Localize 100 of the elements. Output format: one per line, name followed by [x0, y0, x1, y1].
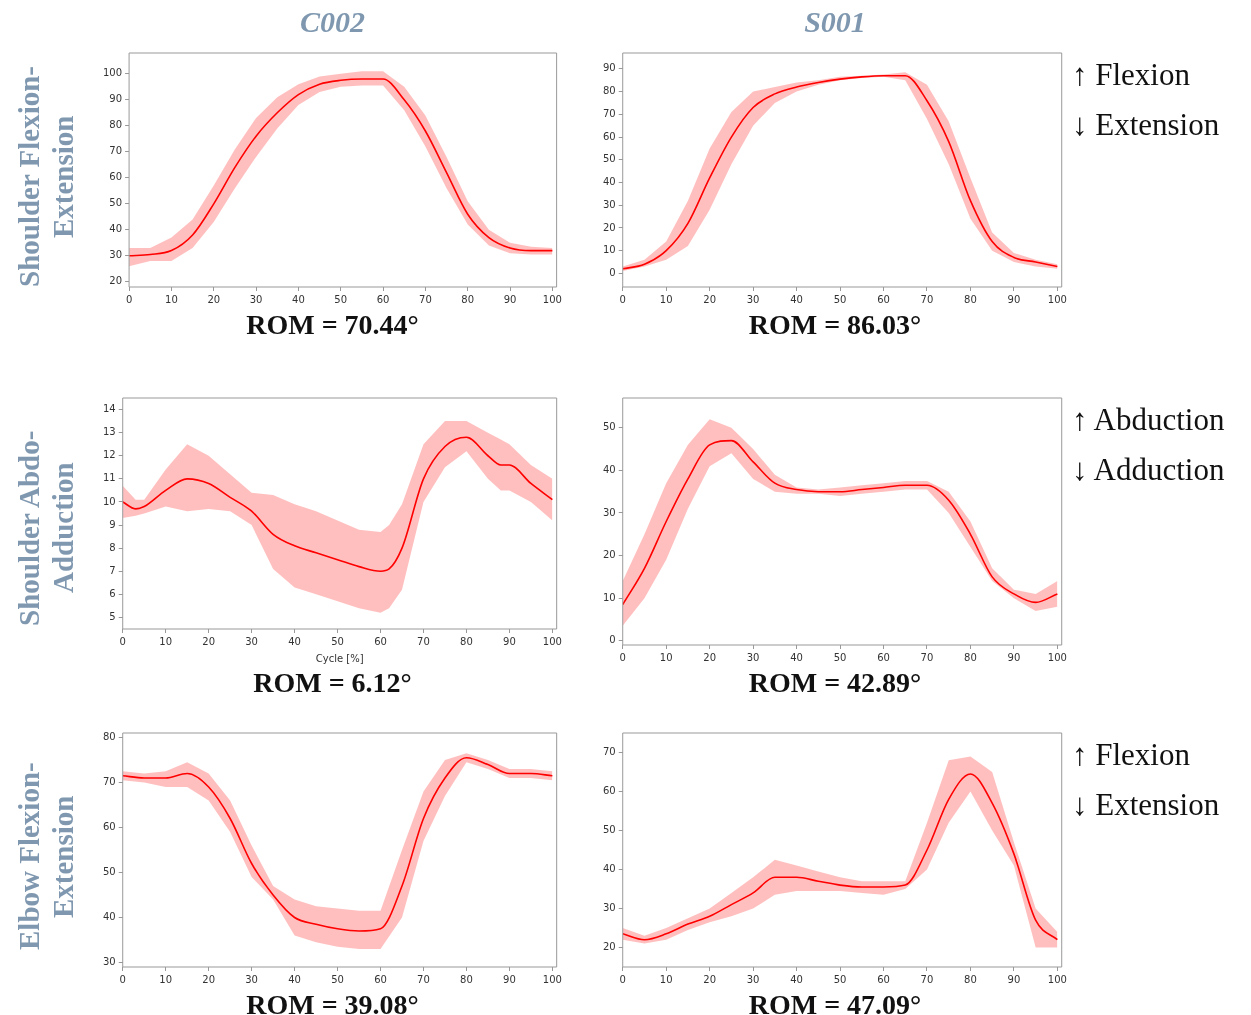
x-tick-label: 40: [790, 973, 803, 985]
x-tick-label: 10: [659, 651, 673, 663]
chart-title: C002: [299, 4, 366, 40]
x-tick-label: 0: [125, 293, 133, 305]
text: ↓ Extension: [1072, 106, 1220, 144]
y-tick-label: 50: [102, 866, 116, 878]
y-tick-label: 0: [609, 266, 616, 278]
y-tick-label: 5: [109, 611, 116, 623]
y-tick-label: 40: [602, 863, 616, 875]
y-tick-label: 30: [102, 956, 116, 968]
x-tick-label: 60: [374, 635, 387, 647]
x-tick-label: 100: [1047, 293, 1067, 305]
x-tick-label: 70: [419, 293, 432, 305]
y-tick-label: 80: [102, 731, 116, 743]
x-tick-label: 30: [245, 635, 258, 647]
y-tick-label: 50: [602, 421, 616, 433]
text: ROM = 47.09°: [747, 989, 923, 1015]
y-tick-label: 12: [102, 449, 116, 461]
x-tick-label: 20: [703, 651, 717, 663]
x-tick-label: 10: [165, 293, 178, 305]
x-tick-label: 50: [833, 293, 847, 305]
text: ↓ Extension: [1072, 786, 1220, 824]
text: ROM = 86.03°: [747, 309, 923, 341]
y-tick-label: 20: [602, 221, 616, 233]
y-tick-label: 30: [602, 198, 616, 210]
y-tick-label: 60: [109, 171, 123, 183]
y-tick-label: 70: [102, 776, 116, 788]
y-axis-title: Shoulder Flexion-Extension: [12, 65, 80, 289]
y-tick-label: 30: [109, 249, 123, 261]
x-tick-label: 90: [1007, 651, 1021, 663]
y-tick-label: 90: [109, 93, 123, 105]
x-tick-label: 10: [159, 635, 173, 647]
y-tick-label: 100: [102, 67, 123, 79]
y-tick-label: 9: [109, 518, 116, 530]
x-tick-label: 60: [376, 293, 390, 305]
x-tick-label: 80: [964, 293, 977, 305]
x-tick-label: 60: [877, 973, 890, 985]
y-tick-label: 10: [602, 591, 616, 603]
y-tick-label: 14: [102, 403, 116, 415]
x-tick-label: 60: [374, 973, 387, 985]
x-tick-label: 90: [503, 973, 516, 985]
line-series: [622, 439, 1059, 606]
x-axis-title: Cycle [%]: [315, 652, 364, 664]
x-tick-label: 100: [1047, 973, 1067, 985]
x-tick-label: 70: [920, 973, 934, 985]
y-tick-label: 60: [602, 785, 616, 797]
x-tick-label: 50: [833, 973, 847, 985]
x-tick-label: 30: [746, 293, 760, 305]
x-tick-label: 80: [964, 651, 977, 663]
y-tick-label: 10: [602, 244, 616, 256]
x-tick-label: 40: [292, 293, 305, 305]
y-tick-label: 50: [602, 153, 616, 165]
x-tick-label: 20: [202, 635, 216, 647]
x-tick-label: 50: [833, 651, 847, 663]
y-tick-label: 7: [109, 564, 116, 576]
x-tick-label: 30: [746, 973, 760, 985]
chart-title: S001: [803, 4, 867, 40]
x-tick-label: 40: [790, 293, 803, 305]
y-tick-label: 30: [602, 506, 616, 518]
x-tick-label: 30: [746, 651, 760, 663]
text: ROM = 39.08°: [245, 989, 420, 1015]
x-tick-label: 100: [542, 635, 562, 647]
x-tick-label: 50: [334, 293, 348, 305]
text: ROM = 70.44°: [245, 309, 420, 341]
y-tick-label: 30: [602, 902, 616, 914]
y-tick-label: 8: [109, 541, 116, 553]
y-tick-label: 50: [602, 824, 616, 836]
y-tick-label: 40: [109, 223, 123, 235]
x-tick-label: 70: [417, 973, 430, 985]
x-tick-label: 90: [1007, 293, 1021, 305]
x-tick-label: 100: [1047, 651, 1067, 663]
x-tick-label: 40: [288, 973, 301, 985]
y-tick-label: 90: [602, 62, 616, 74]
y-tick-label: 60: [602, 130, 616, 142]
y-tick-label: 80: [109, 119, 123, 131]
x-tick-label: 90: [503, 293, 517, 305]
x-tick-label: 0: [619, 973, 626, 985]
y-tick-label: 40: [602, 176, 616, 188]
text: ↑ Abduction: [1072, 401, 1225, 439]
x-tick-label: 0: [619, 651, 626, 663]
text: ROM = 42.89°: [747, 667, 923, 699]
x-tick-label: 100: [542, 293, 562, 305]
text: ↓ Adduction: [1072, 451, 1225, 489]
x-tick-label: 60: [877, 651, 890, 663]
y-tick-label: 20: [602, 941, 616, 953]
x-tick-label: 90: [503, 635, 516, 647]
x-tick-label: 80: [964, 973, 977, 985]
text: ↑ Flexion: [1072, 736, 1191, 774]
x-tick-label: 50: [331, 635, 344, 647]
y-tick-label: 6: [109, 587, 116, 599]
x-tick-label: 20: [207, 293, 221, 305]
y-tick-label: 40: [602, 463, 616, 475]
x-tick-label: 100: [542, 973, 562, 985]
x-tick-label: 50: [331, 973, 344, 985]
x-tick-label: 40: [288, 635, 301, 647]
y-tick-label: 80: [602, 85, 616, 97]
x-tick-label: 90: [1007, 973, 1021, 985]
y-tick-label: 40: [102, 911, 116, 923]
x-tick-label: 10: [159, 973, 173, 985]
y-tick-label: 70: [602, 107, 616, 119]
